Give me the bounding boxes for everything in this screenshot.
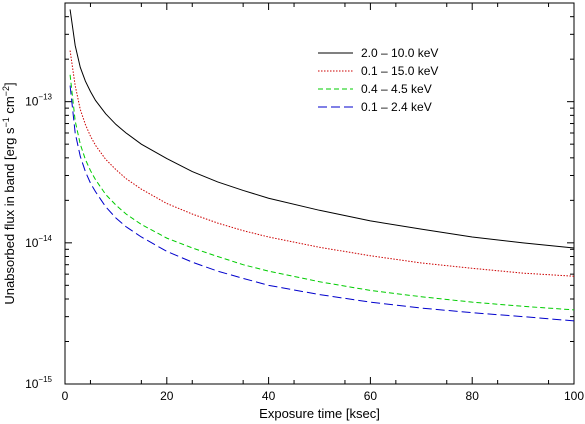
y-tick-label: 10−15 <box>25 375 52 391</box>
series-line-0 <box>69 9 575 249</box>
y-tick-label: 10−13 <box>25 93 52 109</box>
x-axis-title: Exposure time [ksec] <box>259 406 380 421</box>
legend-label-0: 2.0 – 10.0 keV <box>361 46 438 60</box>
series-line-1 <box>69 50 575 277</box>
series-line-2 <box>69 74 575 311</box>
legend-label-3: 0.1 – 2.4 keV <box>361 100 432 114</box>
legend-label-2: 0.4 – 4.5 keV <box>361 82 432 96</box>
series-lines <box>69 9 575 322</box>
x-tick-label: 100 <box>564 389 584 403</box>
x-axis-ticks: 0 20 40 60 80 100 <box>62 3 584 403</box>
x-tick-label: 20 <box>160 389 174 403</box>
y-axis-ticks: 10−15 10−14 10−13 <box>25 2 574 391</box>
x-tick-label: 40 <box>262 389 276 403</box>
series-line-3 <box>69 85 575 322</box>
x-tick-label: 60 <box>364 389 378 403</box>
x-tick-label: 80 <box>466 389 480 403</box>
x-tick-label: 0 <box>62 389 69 403</box>
plot-frame <box>64 2 575 385</box>
legend: 2.0 – 10.0 keV 0.1 – 15.0 keV 0.4 – 4.5 ke… <box>318 46 438 114</box>
y-tick-label: 10−14 <box>25 234 52 250</box>
legend-label-1: 0.1 – 15.0 keV <box>361 64 438 78</box>
y-axis-title: Unabsorbed flux in band [erg s−1 cm−2] <box>1 82 17 304</box>
